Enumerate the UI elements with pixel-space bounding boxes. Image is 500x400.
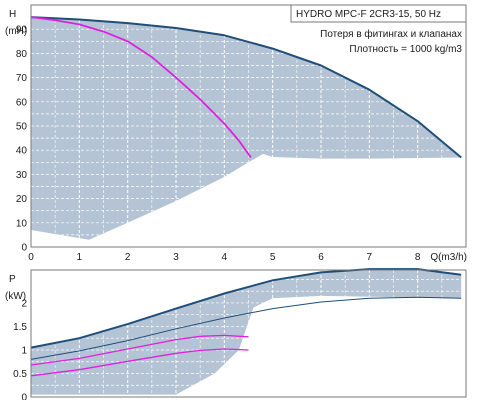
y-tick-label: 0 [21, 393, 27, 400]
y-tick-label: 2 [21, 298, 27, 309]
x-tick-label: 5 [270, 252, 276, 263]
y-tick-label: 20 [16, 194, 28, 205]
y-tick-label: 30 [16, 170, 28, 181]
fittings-loss-note: Потеря в фитингах и клапанах [320, 28, 462, 40]
y-tick-label: 1 [21, 345, 27, 356]
y-axis-name: P [9, 274, 16, 285]
model-title: HYDRO MPC-F 2CR3-15, 50 Hz [296, 9, 441, 20]
y-axis-unit: (kW) [5, 291, 26, 302]
series-line [30, 296, 462, 360]
y-tick-label: 0 [21, 243, 27, 254]
plot-frame [30, 269, 467, 398]
y-tick-label: 50 [16, 122, 28, 133]
y-tick-label: 1.5 [13, 322, 27, 333]
series-line [30, 348, 249, 377]
y-tick-label: 40 [16, 146, 28, 157]
y-tick-label: 70 [16, 73, 28, 84]
x-axis-label: Q(m3/h) [430, 252, 467, 263]
operating-envelope-region [31, 17, 462, 240]
density-note: Плотность = 1000 kg/m3 [349, 44, 462, 55]
x-tick-label: 4 [222, 252, 228, 263]
y-tick-label: 90 [16, 25, 28, 36]
series-line [30, 268, 462, 349]
y-tick-label: 80 [16, 49, 28, 60]
x-tick-label: 2 [125, 252, 131, 263]
x-tick-label: 6 [318, 252, 324, 263]
series-line [30, 16, 252, 159]
x-tick-label: 3 [173, 252, 179, 263]
head-panel: 0 10 20 30 40 50 60 70 80 90H (mH) 0 1 2 3 4 5 6 7 8 Q(m3/h)… [5, 4, 467, 263]
x-tick-label: 7 [367, 252, 373, 263]
series-line [30, 334, 249, 366]
x-tick-label: 0 [28, 252, 34, 263]
y-tick-label: 10 [16, 218, 28, 229]
y-axis-unit: (mH) [5, 26, 27, 37]
plot-frame [30, 4, 467, 248]
power-panel: 0 0.5 1 1.5 2 P (kW) [5, 268, 467, 400]
x-tick-label: 1 [77, 252, 83, 263]
series-line [30, 16, 462, 159]
operating-envelope-region [31, 269, 462, 395]
y-tick-label: 60 [16, 97, 28, 108]
y-axis-name: H [9, 9, 16, 20]
x-tick-label: 8 [415, 252, 421, 263]
y-tick-label: 0.5 [13, 369, 27, 380]
model-title-box [290, 4, 467, 23]
